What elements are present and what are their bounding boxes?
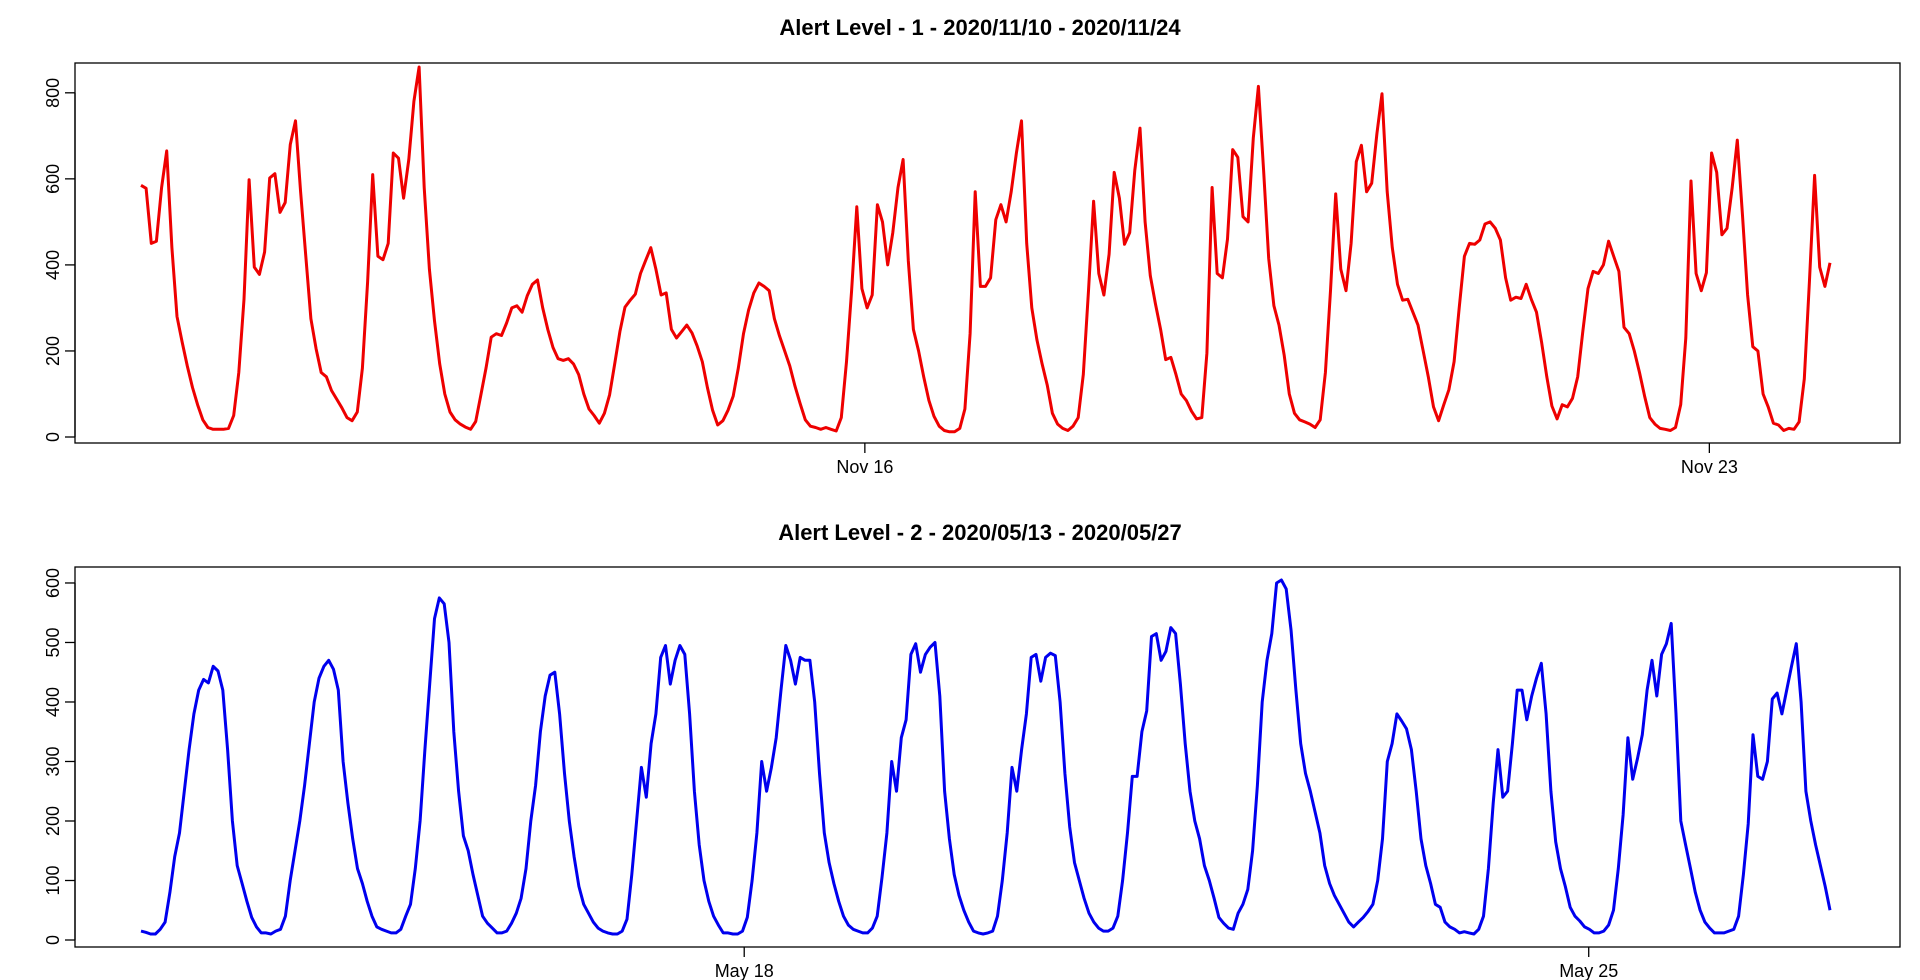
y-tick-label: 500 (43, 627, 63, 657)
chart-panel-alert-level-1: Alert Level - 1 - 2020/11/10 - 2020/11/2… (43, 15, 1901, 477)
x-tick-label: May 25 (1559, 961, 1618, 980)
y-tick-label: 200 (43, 336, 63, 366)
x-tick-label: Nov 23 (1681, 457, 1738, 477)
y-tick-label: 400 (43, 687, 63, 717)
y-axis: 0 200 400 600 800 (43, 78, 76, 442)
y-tick-label: 300 (43, 746, 63, 776)
y-tick-label: 400 (43, 250, 63, 280)
y-tick-label: 100 (43, 865, 63, 895)
x-axis: May 18 May 25 (715, 947, 1618, 980)
x-tick-label: Nov 16 (836, 457, 893, 477)
y-tick-label: 600 (43, 568, 63, 598)
x-axis: Nov 16 Nov 23 (836, 443, 1738, 477)
chart-panel-alert-level-2: Alert Level - 2 - 2020/05/13 - 2020/05/2… (43, 520, 1901, 980)
y-tick-label: 600 (43, 164, 63, 194)
y-tick-label: 0 (43, 935, 63, 945)
series-line (140, 578, 1832, 936)
chart-title: Alert Level - 2 - 2020/05/13 - 2020/05/2… (778, 520, 1182, 545)
chart-title: Alert Level - 1 - 2020/11/10 - 2020/11/2… (779, 15, 1181, 40)
x-tick-label: May 18 (715, 961, 774, 980)
y-axis: 0 100 200 300 400 500 600 (43, 568, 76, 945)
y-tick-label: 200 (43, 806, 63, 836)
y-tick-label: 800 (43, 78, 63, 108)
y-tick-label: 0 (43, 432, 63, 442)
